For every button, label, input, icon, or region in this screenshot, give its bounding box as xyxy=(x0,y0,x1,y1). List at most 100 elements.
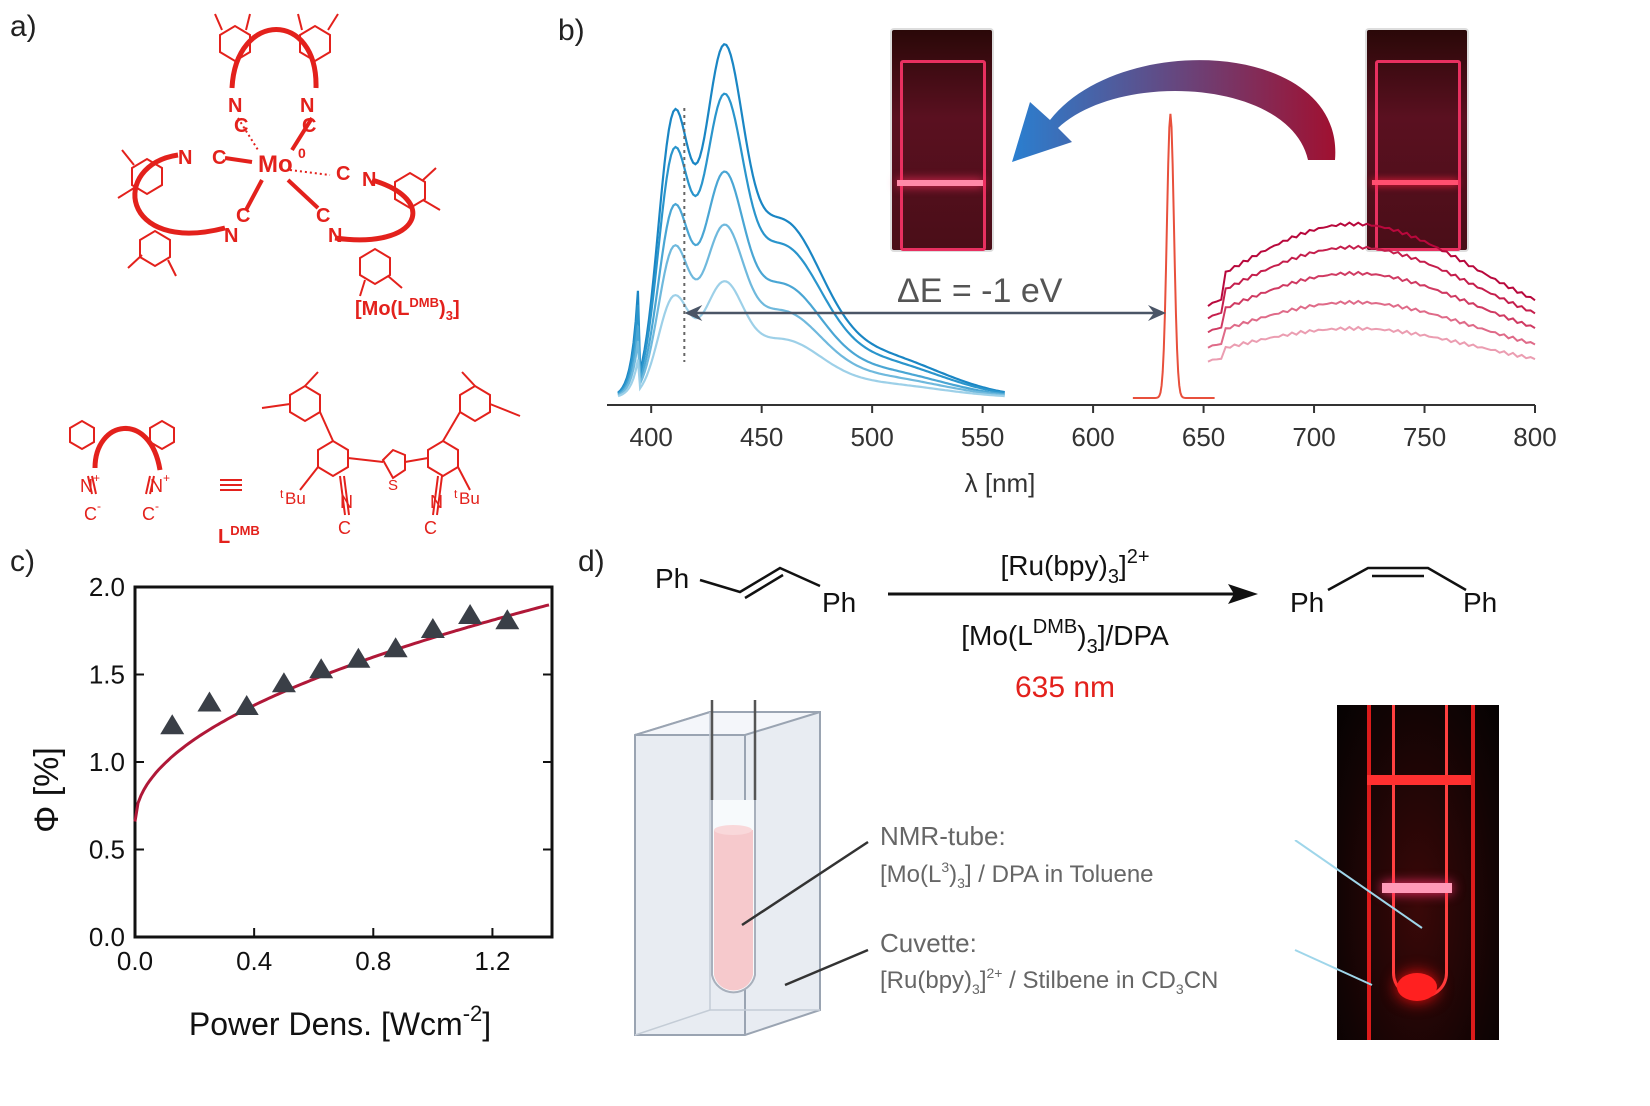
reaction-photo xyxy=(1337,705,1499,1040)
nmr-title: NMR-tube: xyxy=(880,821,1006,851)
ligand-backbone-right xyxy=(334,177,416,243)
sensitizer-series-line xyxy=(1207,244,1536,320)
x-tick-label-b: 650 xyxy=(1182,422,1225,452)
tbu-label: Bu xyxy=(285,489,306,508)
iso-n-label: N xyxy=(340,492,353,512)
x-tick-label-b: 550 xyxy=(961,422,1004,452)
curved-arrow-icon xyxy=(1012,60,1336,162)
catalyst-label: [Ru(bpy)3]2+ xyxy=(1000,546,1149,588)
upconversion-series-line xyxy=(617,42,1005,394)
iso-c-label: C xyxy=(212,147,226,169)
iso-c-label: C xyxy=(236,205,250,227)
x-tick-label-b: 600 xyxy=(1071,422,1114,452)
iso-c-label: C xyxy=(142,504,155,524)
arrowhead-left-icon xyxy=(684,305,703,321)
cuvette-title: Cuvette: xyxy=(880,928,977,958)
wavelength-label: 635 nm xyxy=(1015,671,1115,704)
charge-minus: - xyxy=(97,499,101,513)
iso-c-label: C xyxy=(338,518,351,538)
charge-plus: + xyxy=(93,471,100,485)
cuvette-contents: [Ru(bpy)3]2+ / Stilbene in CD3CN xyxy=(880,965,1218,997)
product-ph-left: Ph xyxy=(1290,587,1324,618)
sensitizer-series-line xyxy=(1207,325,1536,363)
upconversion-series-line xyxy=(617,223,1005,397)
data-point-triangle xyxy=(420,618,445,638)
x-tick-label-c: 0.4 xyxy=(236,946,272,976)
trans-stilbene-bonds xyxy=(699,566,821,600)
thiophene-s: S xyxy=(388,477,398,494)
cis-stilbene-bonds xyxy=(1327,566,1467,592)
tbu-prefix: t xyxy=(454,487,458,501)
cuvette-leader-line xyxy=(784,948,869,987)
data-point-triangle xyxy=(458,604,483,624)
iso-n-label: N xyxy=(328,225,342,247)
iso-c-label: C xyxy=(336,163,350,185)
upconversion-series-line xyxy=(617,170,1005,396)
reactant-ph-left: Ph xyxy=(655,563,689,594)
metal-center: Mo xyxy=(258,151,293,178)
iso-n-label: N xyxy=(430,492,443,512)
iso-c-label: C xyxy=(302,115,316,137)
iso-n-label: N xyxy=(362,169,376,191)
tbu-prefix: t xyxy=(280,487,284,501)
cuvette-photo-left xyxy=(890,28,994,252)
iso-c-label: C xyxy=(84,504,97,524)
ligand-backbone-top xyxy=(229,27,319,89)
oxidation-state: 0 xyxy=(298,145,306,161)
laser-line xyxy=(1132,113,1215,399)
iso-n-label: N xyxy=(80,476,93,496)
upconversion-series-line xyxy=(617,280,1005,398)
complex-name: [Mo(LDMB)3] xyxy=(355,295,460,323)
iso-n-label: N xyxy=(224,225,238,247)
x-axis-label-b: λ [nm] xyxy=(965,468,1036,498)
x-tick-label-b: 500 xyxy=(850,422,893,452)
charge-minus: - xyxy=(155,499,159,513)
ligand-schematic-arc xyxy=(92,426,163,471)
data-point-triangle xyxy=(234,695,259,715)
panel-a-label: a) xyxy=(10,10,37,43)
iso-n-label: N xyxy=(150,476,163,496)
nmr-contents: [Mo(L3)3] / DPA in Toluene xyxy=(880,859,1154,891)
sensitizer-series-line xyxy=(1207,221,1536,307)
iso-n-label: N xyxy=(300,95,314,117)
photo-leader-lines xyxy=(1294,840,1423,986)
reaction-arrowhead-icon xyxy=(1228,584,1258,604)
x-tick-label-b: 700 xyxy=(1292,422,1335,452)
product-ph-right: Ph xyxy=(1463,587,1497,618)
x-tick-label-b: 450 xyxy=(740,422,783,452)
quantum-yield-chart: 0.0 0.5 1.0 1.5 2.0 0.0 0.4 0.8 1.2 Φ [%] Power … xyxy=(28,572,554,1042)
data-point-triangle xyxy=(309,658,334,679)
iso-c-label: C xyxy=(234,115,248,137)
iso-n-label: N xyxy=(178,147,192,169)
y-axis-label-c: Φ [%] xyxy=(28,747,66,833)
data-point-triangle xyxy=(197,691,222,712)
x-tick-label-b: 750 xyxy=(1403,422,1446,452)
sensitizer-series-line xyxy=(1207,270,1536,334)
x-tick-label-c: 1.2 xyxy=(474,946,510,976)
nmr-leader-line xyxy=(741,840,869,927)
ligand-backbone-left xyxy=(132,152,226,236)
iso-n-label: N xyxy=(228,95,242,117)
panel-b-label: b) xyxy=(558,14,585,47)
y-tick-label-c: 1.5 xyxy=(89,660,125,690)
x-tick-label-c: 0.0 xyxy=(117,946,153,976)
x-tick-label-c: 0.8 xyxy=(355,946,391,976)
data-point-triangle xyxy=(383,637,408,658)
data-point-triangle xyxy=(160,714,185,735)
x-tick-label-b: 800 xyxy=(1513,422,1556,452)
x-tick-label-b: 400 xyxy=(629,422,672,452)
charge-plus: + xyxy=(163,471,170,485)
data-point-triangle xyxy=(495,609,520,630)
panel-c-label: c) xyxy=(10,545,35,578)
upconversion-series-line xyxy=(617,92,1005,395)
arrowhead-right-icon xyxy=(1148,305,1167,321)
y-tick-label-c: 1.0 xyxy=(89,747,125,777)
data-point-triangle xyxy=(346,647,371,668)
y-tick-label-c: 0.5 xyxy=(89,835,125,865)
reactant-ph-right: Ph xyxy=(822,587,856,618)
emission-spectrum-chart: 400 450 500 550 600 650 700 750 800 ΔE = -1 eV λ… xyxy=(607,42,1557,498)
y-tick-label-c: 2.0 xyxy=(89,572,125,602)
tbu-label: Bu xyxy=(459,489,480,508)
x-axis-label-c: Power Dens. [Wcm-2] xyxy=(189,1001,491,1042)
